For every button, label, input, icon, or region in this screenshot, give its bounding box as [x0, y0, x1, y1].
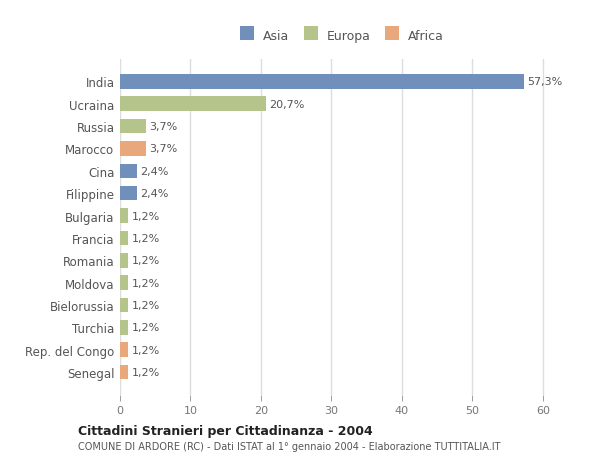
Bar — [120, 231, 128, 246]
Text: 1,2%: 1,2% — [132, 278, 160, 288]
Text: 1,2%: 1,2% — [132, 367, 160, 377]
Bar — [120, 276, 128, 290]
Bar — [120, 298, 128, 313]
Text: 20,7%: 20,7% — [269, 100, 305, 109]
Bar — [120, 320, 128, 335]
Text: 1,2%: 1,2% — [132, 300, 160, 310]
Text: 2,4%: 2,4% — [140, 167, 169, 176]
Text: 1,2%: 1,2% — [132, 233, 160, 243]
Text: 2,4%: 2,4% — [140, 189, 169, 199]
Bar — [120, 164, 137, 179]
Bar — [120, 119, 146, 134]
Text: 3,7%: 3,7% — [149, 122, 178, 132]
Text: 1,2%: 1,2% — [132, 211, 160, 221]
Text: COMUNE DI ARDORE (RC) - Dati ISTAT al 1° gennaio 2004 - Elaborazione TUTTITALIA.: COMUNE DI ARDORE (RC) - Dati ISTAT al 1°… — [78, 441, 500, 451]
Bar — [120, 142, 146, 157]
Bar — [120, 75, 524, 90]
Text: Cittadini Stranieri per Cittadinanza - 2004: Cittadini Stranieri per Cittadinanza - 2… — [78, 424, 373, 437]
Text: 3,7%: 3,7% — [149, 144, 178, 154]
Text: 57,3%: 57,3% — [527, 77, 563, 87]
Bar — [120, 365, 128, 380]
Text: 1,2%: 1,2% — [132, 256, 160, 266]
Bar — [120, 209, 128, 223]
Bar — [120, 343, 128, 357]
Text: 1,2%: 1,2% — [132, 323, 160, 333]
Bar — [120, 97, 266, 112]
Bar — [120, 186, 137, 201]
Text: 1,2%: 1,2% — [132, 345, 160, 355]
Bar — [120, 253, 128, 268]
Legend: Asia, Europa, Africa: Asia, Europa, Africa — [236, 26, 448, 46]
